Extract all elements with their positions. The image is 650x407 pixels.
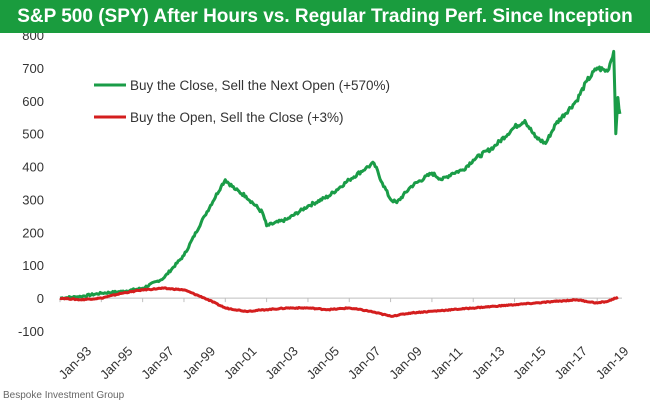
- x-tick-label: Jan-19: [593, 343, 632, 382]
- y-tick-label: 100: [22, 258, 44, 273]
- x-tick-label: Jan-95: [97, 343, 136, 382]
- y-tick-label: -100: [18, 324, 44, 339]
- legend-label: Buy the Open, Sell the Close (+3%): [130, 110, 344, 125]
- x-tick-label: Jan-03: [262, 343, 301, 382]
- legend-label: Buy the Close, Sell the Next Open (+570%…: [130, 78, 390, 93]
- y-tick-label: 800: [22, 33, 44, 43]
- x-tick-label: Jan-93: [56, 343, 95, 382]
- x-tick-label: Jan-11: [427, 344, 465, 382]
- chart-title: S&P 500 (SPY) After Hours vs. Regular Tr…: [0, 0, 650, 33]
- x-tick-label: Jan-05: [303, 343, 342, 382]
- y-tick-label: 700: [22, 61, 44, 76]
- series-line-regular: [59, 286, 619, 318]
- y-tick-label: 600: [22, 94, 44, 109]
- x-tick-label: Jan-01: [221, 343, 260, 382]
- x-tick-label: Jan-97: [138, 343, 177, 382]
- x-tick-label: Jan-15: [510, 343, 549, 382]
- y-tick-label: 200: [22, 225, 44, 240]
- series-layer: [59, 49, 622, 318]
- y-tick-label: 0: [37, 291, 44, 306]
- x-tick-label: Jan-13: [469, 343, 508, 382]
- x-tick-label: Jan-99: [179, 343, 218, 382]
- x-tick-label: Jan-17: [551, 343, 590, 382]
- y-tick-label: 500: [22, 127, 44, 142]
- y-tick-label: 300: [22, 192, 44, 207]
- x-tick-label: Jan-07: [345, 343, 384, 382]
- legend: Buy the Close, Sell the Next Open (+570%…: [94, 78, 390, 125]
- chart-area: -100 0 100 200 300 400 500 600 700 800 Jan-93 Jan-…: [0, 33, 650, 407]
- source-credit: Bespoke Investment Group: [3, 390, 125, 401]
- y-axis: -100 0 100 200 300 400 500 600 700 800: [18, 33, 44, 339]
- y-tick-label: 400: [22, 160, 44, 175]
- x-tick-label: Jan-09: [386, 343, 425, 382]
- x-axis: Jan-93 Jan-95 Jan-97 Jan-99 Jan-01 Jan-03 Jan-…: [56, 298, 632, 382]
- series-line-after-hours: [59, 49, 622, 301]
